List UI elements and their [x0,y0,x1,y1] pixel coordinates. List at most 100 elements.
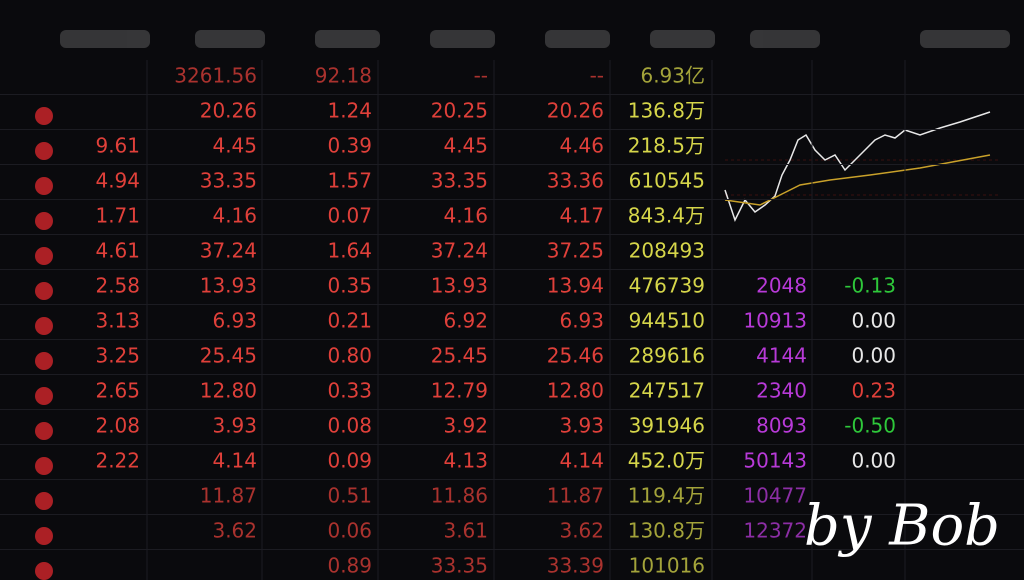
cell: 391946 [629,414,705,438]
cell: 4.45 [443,134,488,158]
cell: 11.87 [547,484,604,508]
cell: 0.23 [851,379,896,403]
cell: 1.71 [95,204,140,228]
row-marker [35,422,53,440]
cell: 25.45 [200,344,257,368]
cell: 0.09 [327,449,372,473]
cell: 37.24 [200,239,257,263]
cell: 247517 [629,379,705,403]
cell: 0.00 [851,309,896,333]
watermark: by Bob [804,494,1000,559]
cell: 610545 [629,169,705,193]
cell: 4.61 [95,239,140,263]
cell: 2.65 [95,379,140,403]
cell: 9.61 [95,134,140,158]
cell: 0.21 [327,309,372,333]
cell: 3261.56 [174,64,257,88]
row-marker [35,562,53,580]
cell: 476739 [629,274,705,298]
cell: 101016 [629,554,705,578]
cell: 1.24 [327,99,372,123]
cell: 33.35 [200,169,257,193]
cell: 3.92 [443,414,488,438]
cell: -0.50 [844,414,896,438]
cell: 119.4万 [628,484,705,508]
cell: 130.8万 [628,519,705,543]
cell: 0.51 [327,484,372,508]
cell: 4144 [756,344,807,368]
cell: 3.62 [212,519,257,543]
cell: 289616 [629,344,705,368]
cell: 2048 [756,274,807,298]
cell: 13.93 [431,274,488,298]
row-marker [35,247,53,265]
cell: 0.89 [327,554,372,578]
cell: 4.17 [559,204,604,228]
cell: 0.39 [327,134,372,158]
cell: 4.45 [212,134,257,158]
cell: 4.94 [95,169,140,193]
cell: 4.13 [443,449,488,473]
cell: 12372 [743,519,807,543]
cell: 843.4万 [628,204,705,228]
cell: 1.57 [327,169,372,193]
cell: 50143 [743,449,807,473]
cell: 2.58 [95,274,140,298]
row-marker [35,317,53,335]
cell: 25.46 [547,344,604,368]
cell: 4.46 [559,134,604,158]
cell: 20.26 [200,99,257,123]
cell: 3.93 [212,414,257,438]
row-marker [35,177,53,195]
cell: 0.08 [327,414,372,438]
intraday-chart [724,111,1000,222]
row-marker [35,212,53,230]
cell: 33.39 [547,554,604,578]
cell: 12.80 [547,379,604,403]
row-marker [35,282,53,300]
cell: 218.5万 [628,134,705,158]
cell: 2340 [756,379,807,403]
cell: 12.80 [200,379,257,403]
cell: 208493 [629,239,705,263]
cell: 13.94 [547,274,604,298]
row-marker [35,387,53,405]
cell: 452.0万 [628,449,705,473]
cell: 11.87 [200,484,257,508]
cell: 11.86 [431,484,488,508]
cell: 12.79 [431,379,488,403]
cell: 0.00 [851,344,896,368]
cell: 4.14 [212,449,257,473]
cell: 0.33 [327,379,372,403]
cell: 944510 [629,309,705,333]
cell: 0.07 [327,204,372,228]
cell: 6.93亿 [640,64,705,88]
cell: 6.92 [443,309,488,333]
cell: 20.26 [547,99,604,123]
cell: 6.93 [559,309,604,333]
cell: 10913 [743,309,807,333]
cell: -0.13 [844,274,896,298]
cell: 4.16 [212,204,257,228]
row-marker [35,107,53,125]
cell: 33.36 [547,169,604,193]
cell: 4.16 [443,204,488,228]
cell: 3.13 [95,309,140,333]
cell: 136.8万 [628,99,705,123]
cell: 13.93 [200,274,257,298]
cell: 25.45 [431,344,488,368]
row-marker [35,142,53,160]
row-marker [35,457,53,475]
cell: 3.93 [559,414,604,438]
cell: -- [590,64,604,88]
cell: 4.14 [559,449,604,473]
cell: 2.08 [95,414,140,438]
cell: 2.22 [95,449,140,473]
cell: -- [474,64,488,88]
header-blur [60,30,1010,48]
row-marker [35,352,53,370]
cell: 6.93 [212,309,257,333]
cell: 1.64 [327,239,372,263]
